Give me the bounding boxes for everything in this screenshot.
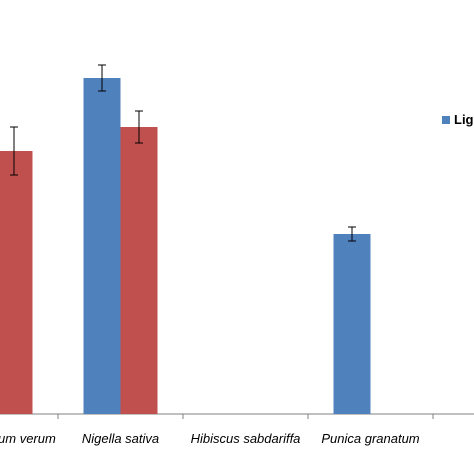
legend-swatch-lig xyxy=(442,116,450,124)
error-bar-nigella-sativa-series-2 xyxy=(135,110,143,144)
error-bar-cinnamomum-verum-series-2 xyxy=(10,126,18,176)
x-axis-ticks xyxy=(57,414,434,419)
bar-nigella-sativa-series-2 xyxy=(120,127,158,414)
legend: Lig xyxy=(442,112,474,127)
bars-group xyxy=(0,78,371,414)
error-bar-punica-granatum-series-1 xyxy=(348,226,356,242)
x-tick-label-cinnamomum-verum: Cinnamomum verum xyxy=(0,431,56,446)
legend-label-lig: Lig xyxy=(454,112,474,127)
bar-nigella-sativa-series-1 xyxy=(83,78,121,414)
x-tick-label-punica-granatum: Punica granatum xyxy=(321,431,419,446)
error-bar-nigella-sativa-series-1 xyxy=(98,64,106,92)
x-tick-label-hibiscus-sabdariffa: Hibiscus sabdariffa xyxy=(191,431,301,446)
bar-cinnamomum-verum-series-2 xyxy=(0,151,33,414)
bar-punica-granatum-series-1 xyxy=(333,234,371,414)
error-bars-group xyxy=(10,64,356,242)
x-tick-labels: Cinnamomum verum Nigella sativa Hibiscus s… xyxy=(0,431,420,446)
x-tick-label-nigella-sativa: Nigella sativa xyxy=(82,431,159,446)
